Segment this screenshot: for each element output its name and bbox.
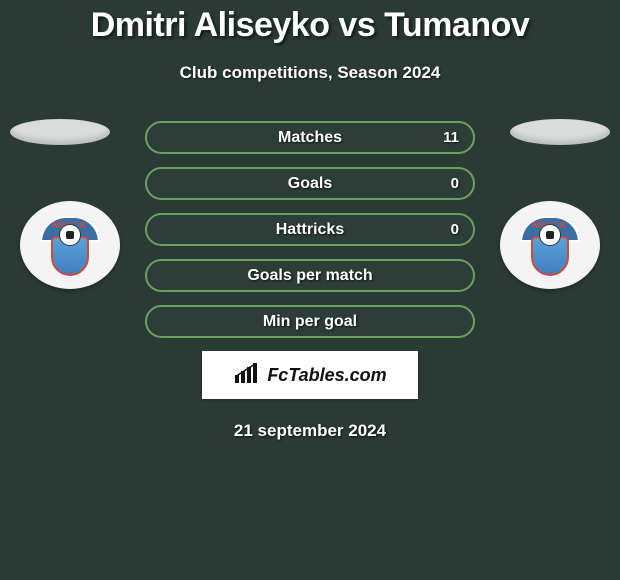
stat-row-goals: Goals 0 xyxy=(145,167,475,200)
watermark-logo: FcTables.com xyxy=(202,351,418,399)
stat-label: Hattricks xyxy=(276,221,344,239)
subtitle: Club competitions, Season 2024 xyxy=(0,63,620,83)
stats-list: Matches 11 Goals 0 Hattricks 0 Goals per… xyxy=(145,121,475,338)
stat-label: Matches xyxy=(278,129,342,147)
stat-value: 0 xyxy=(451,175,459,192)
stat-value: 11 xyxy=(443,129,459,146)
badge-circle: MIHCK xyxy=(500,201,600,289)
club-badge-right: MIHCK xyxy=(500,201,600,289)
stat-row-goals-per-match: Goals per match xyxy=(145,259,475,292)
stat-label: Goals xyxy=(288,175,332,193)
watermark-text: FcTables.com xyxy=(267,365,386,386)
badge-circle: MIHCK xyxy=(20,201,120,289)
date-label: 21 september 2024 xyxy=(0,421,620,441)
player-slot-left xyxy=(10,119,110,145)
page-title: Dmitri Aliseyko vs Tumanov xyxy=(0,0,620,45)
player-slot-right xyxy=(510,119,610,145)
comparison-content: MIHCK MIHCK Matches 11 Goals 0 Hattricks… xyxy=(0,121,620,441)
stat-row-matches: Matches 11 xyxy=(145,121,475,154)
stat-row-min-per-goal: Min per goal xyxy=(145,305,475,338)
stat-label: Min per goal xyxy=(263,313,357,331)
club-badge-left: MIHCK xyxy=(20,201,120,289)
stat-row-hattricks: Hattricks 0 xyxy=(145,213,475,246)
chart-icon xyxy=(233,361,261,390)
stat-value: 0 xyxy=(451,221,459,238)
stat-label: Goals per match xyxy=(247,267,372,285)
